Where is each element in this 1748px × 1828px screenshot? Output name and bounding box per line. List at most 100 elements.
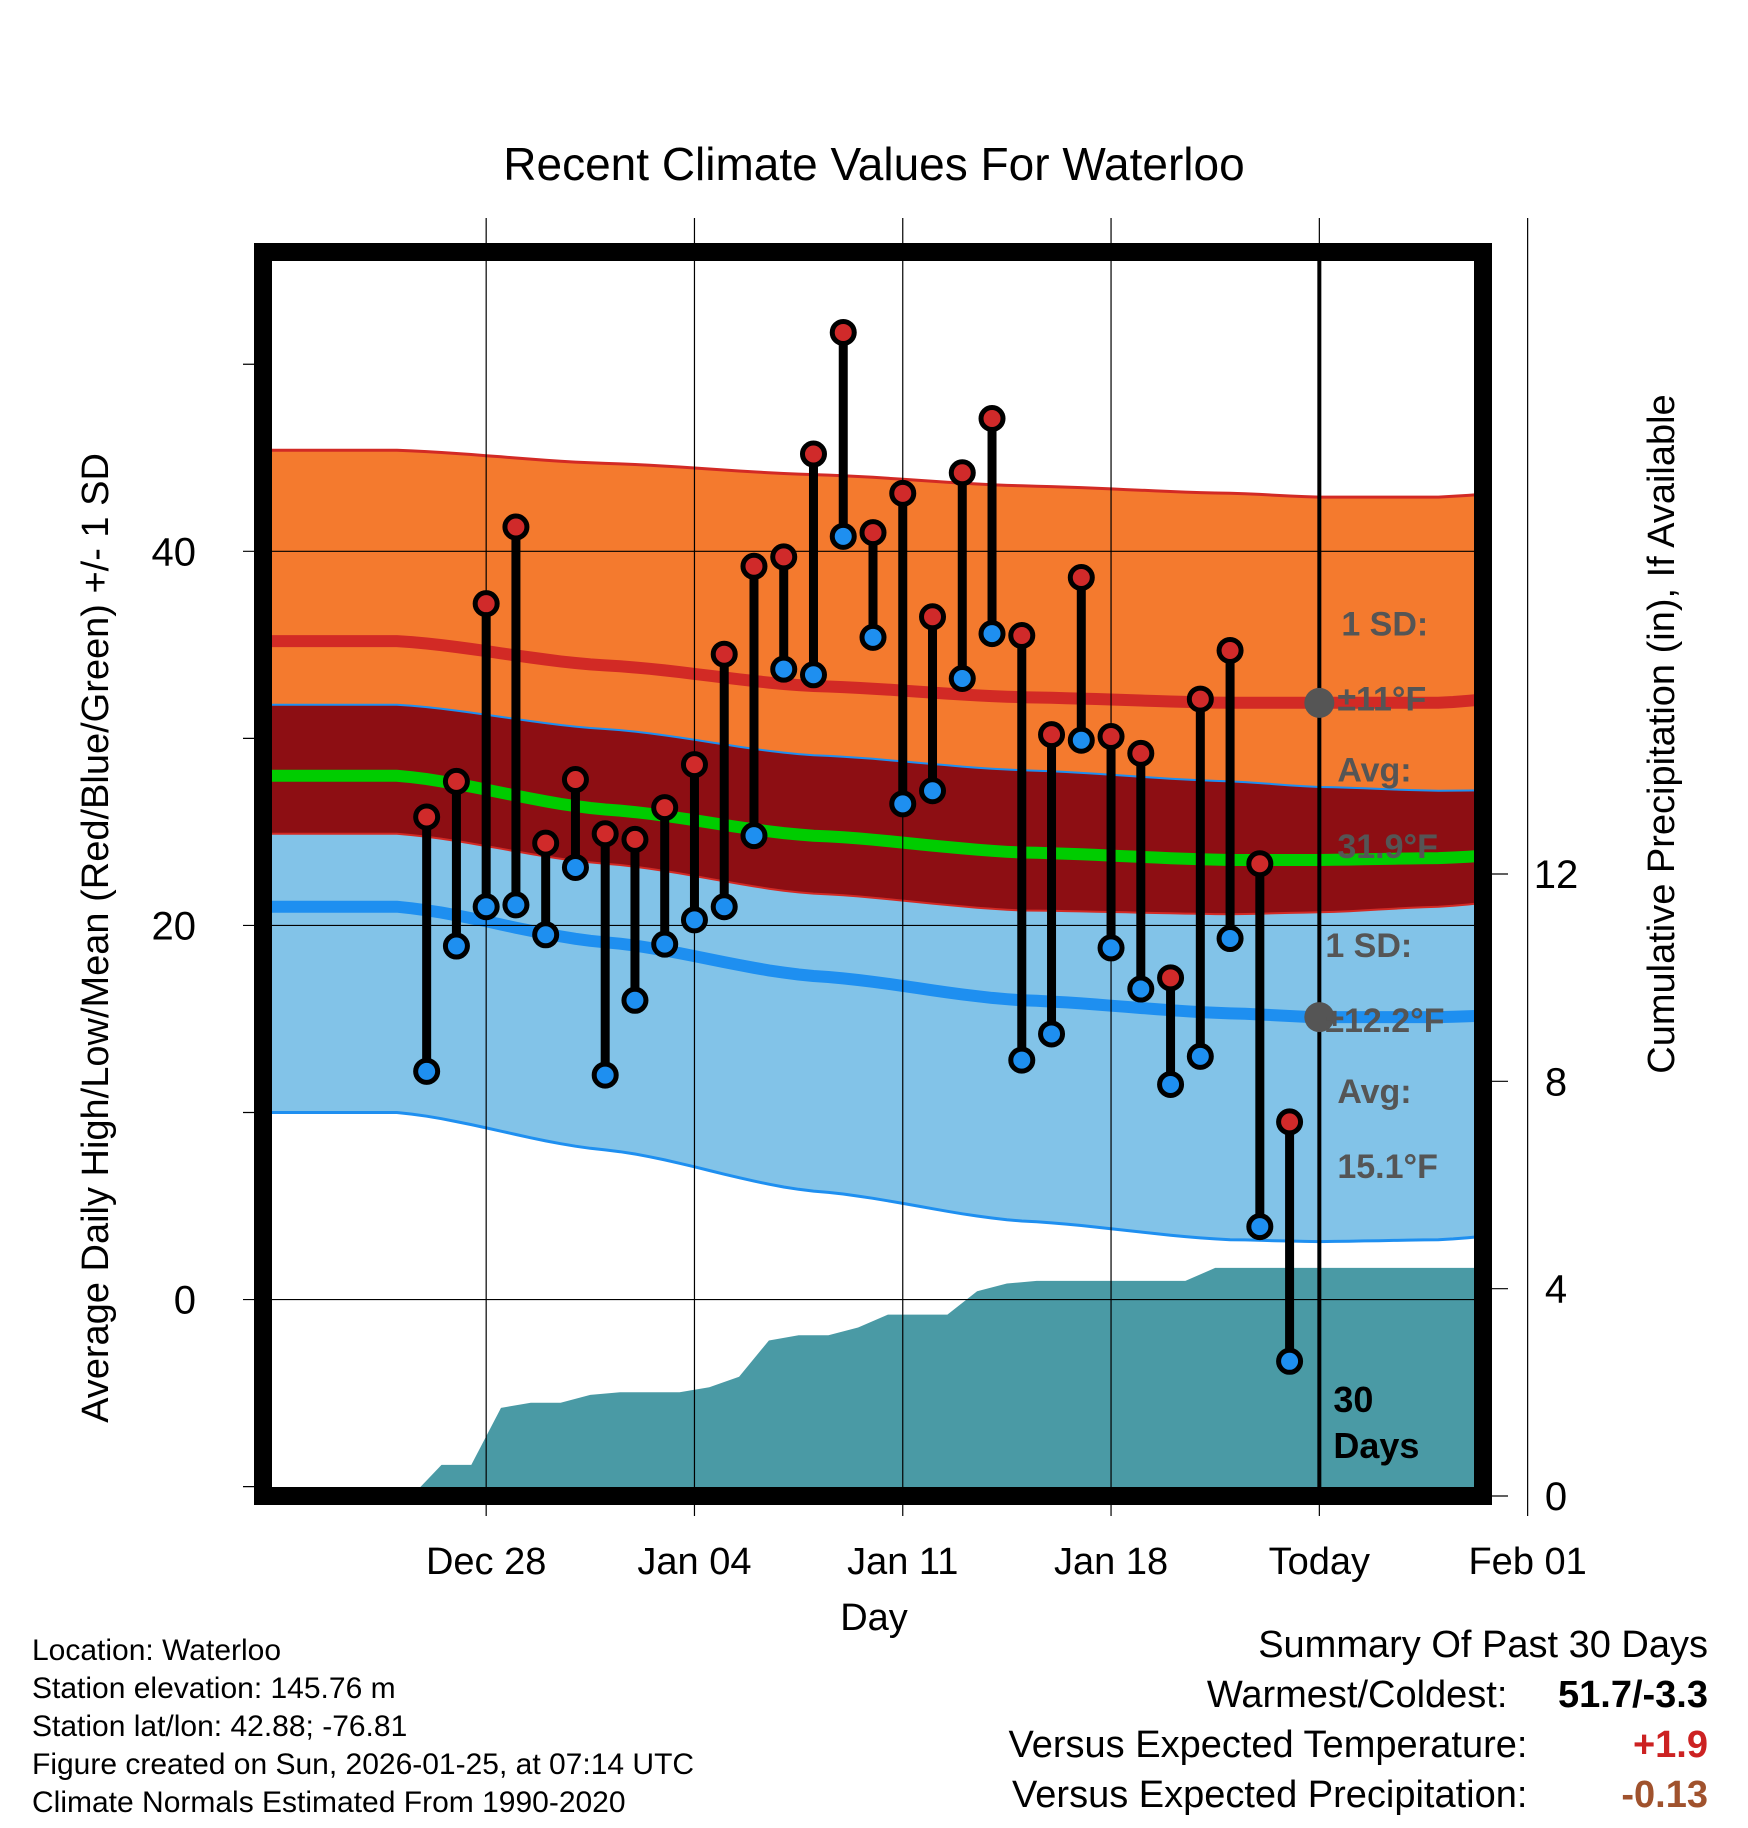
y2-tick-label: 4 [1545, 1268, 1567, 1312]
summary-panel: Summary Of Past 30 Days Warmest/Coldest:… [1009, 1620, 1708, 1820]
summary-precip-row: Versus Expected Precipitation: -0.13 [1009, 1770, 1708, 1820]
daily-high-marker [1097, 723, 1125, 751]
precip-area [263, 1267, 1483, 1496]
daily-low-marker [1186, 1042, 1214, 1070]
high-sd-label: 1 SD: [1341, 605, 1428, 643]
daily-low-marker [442, 932, 470, 960]
high-sd-value: ±11°F [1337, 680, 1426, 718]
temp-value: +1.9 [1632, 1724, 1708, 1766]
days-count-word: Days [1333, 1425, 1419, 1466]
daily-low-marker [859, 623, 887, 651]
low-sd-value: ±12.2°F [1325, 1002, 1444, 1040]
daily-high-marker [859, 519, 887, 547]
daily-high-marker [919, 603, 947, 631]
y-axis-label: Average Daily High/Low/Mean (Red/Blue/Gr… [75, 453, 117, 1423]
high-avg-value: 31.9°F [1337, 828, 1438, 866]
daily-low-marker [1276, 1347, 1304, 1375]
precip-value: -0.13 [1621, 1774, 1708, 1816]
daily-high-marker [889, 479, 917, 507]
high-sd-upper-line [263, 448, 1483, 499]
y2-tick-label: 12 [1534, 853, 1579, 897]
daily-low-marker [740, 822, 768, 850]
daily-high-marker [829, 318, 857, 346]
created-text: Figure created on Sun, 2026-01-25, at 07… [32, 1748, 695, 1781]
daily-low-marker [978, 620, 1006, 648]
chart-title: Recent Climate Values For Waterloo [503, 138, 1244, 190]
daily-low-marker [1127, 975, 1155, 1003]
daily-high-marker [770, 543, 798, 571]
low-sd-lower-line [263, 1111, 1483, 1244]
x-tick-label: Feb 01 [1468, 1541, 1586, 1583]
y2-tick-label: 0 [1545, 1475, 1567, 1519]
daily-high-marker [1008, 621, 1036, 649]
summary-warmest-row: Warmest/Coldest: 51.7/-3.3 [1009, 1670, 1708, 1720]
station-info: Location: Waterloo Station elevation: 14… [32, 1632, 694, 1822]
precip-label: Versus Expected Precipitation: [1012, 1774, 1528, 1816]
high-avg-label: Avg: [1337, 751, 1411, 789]
daily-low-marker [1008, 1046, 1036, 1074]
elevation-text: Station elevation: 145.76 m [32, 1672, 396, 1705]
daily-high-marker [710, 640, 738, 668]
daily-low-marker [680, 906, 708, 934]
daily-high-marker [1216, 636, 1244, 664]
daily-high-marker [591, 820, 619, 848]
daily-high-marker [1276, 1108, 1304, 1136]
y-tick-label: 0 [174, 1279, 196, 1323]
x-tick-label: Jan 18 [1054, 1541, 1168, 1583]
daily-high-marker [502, 513, 530, 541]
summary-title: Summary Of Past 30 Days [1258, 1624, 1708, 1666]
daily-low-marker [799, 661, 827, 689]
low-avg-value: 15.1°F [1337, 1148, 1438, 1186]
daily-high-marker [532, 829, 560, 857]
y-tick-label: 20 [152, 904, 197, 948]
low-avg-dot [1304, 1002, 1335, 1033]
y2-axis-label: Cumulative Precipitation (in), If Availa… [1641, 394, 1683, 1073]
daily-low-marker [770, 655, 798, 683]
daily-low-marker [413, 1057, 441, 1085]
location-text: Location: Waterloo [32, 1634, 282, 1667]
daily-low-marker [889, 790, 917, 818]
daily-high-marker [1186, 685, 1214, 713]
daily-low-marker [1097, 934, 1125, 962]
daily-low-marker [532, 921, 560, 949]
low-sd-label: 1 SD: [1325, 927, 1412, 965]
daily-high-marker [651, 794, 679, 822]
daily-high-marker [472, 590, 500, 618]
x-tick-label: Dec 28 [426, 1541, 546, 1583]
daily-high-marker [1127, 739, 1155, 767]
daily-high-marker [1038, 721, 1066, 749]
high-avg-dot [1304, 687, 1335, 718]
daily-high-marker [978, 404, 1006, 432]
low-sd-upper-line [263, 832, 1483, 916]
daily-low-marker [472, 893, 500, 921]
daily-high-marker [1157, 964, 1185, 992]
daily-low-marker [710, 893, 738, 921]
daily-low-marker [919, 777, 947, 805]
daily-high-marker [413, 803, 441, 831]
y2-tick-label: 8 [1545, 1060, 1567, 1104]
x-tick-label: Jan 11 [847, 1541, 958, 1583]
daily-high-marker [680, 751, 708, 779]
daily-high-marker [740, 552, 768, 580]
latlon-text: Station lat/lon: 42.88; -76.81 [32, 1710, 408, 1743]
daily-low-marker [561, 853, 589, 881]
x-tick-label: Today [1269, 1541, 1370, 1583]
temp-label: Versus Expected Temperature: [1008, 1724, 1528, 1766]
daily-low-marker [948, 665, 976, 693]
warmest-label: Warmest/Coldest: [1206, 1674, 1508, 1716]
daily-high-marker [442, 767, 470, 795]
daily-high-marker [1067, 563, 1095, 591]
daily-low-marker [1038, 1020, 1066, 1048]
daily-low-marker [1067, 726, 1095, 754]
daily-low-marker [1157, 1070, 1185, 1098]
y-tick-label: 40 [152, 530, 197, 574]
low-avg-label: Avg: [1337, 1073, 1411, 1111]
daily-low-marker [621, 986, 649, 1014]
x-axis-label: Day [840, 1597, 908, 1639]
daily-high-marker [799, 440, 827, 468]
daily-high-marker [1246, 850, 1274, 878]
daily-high-marker [948, 459, 976, 487]
daily-low-marker [502, 891, 530, 919]
summary-temp-row: Versus Expected Temperature: +1.9 [1009, 1720, 1708, 1770]
